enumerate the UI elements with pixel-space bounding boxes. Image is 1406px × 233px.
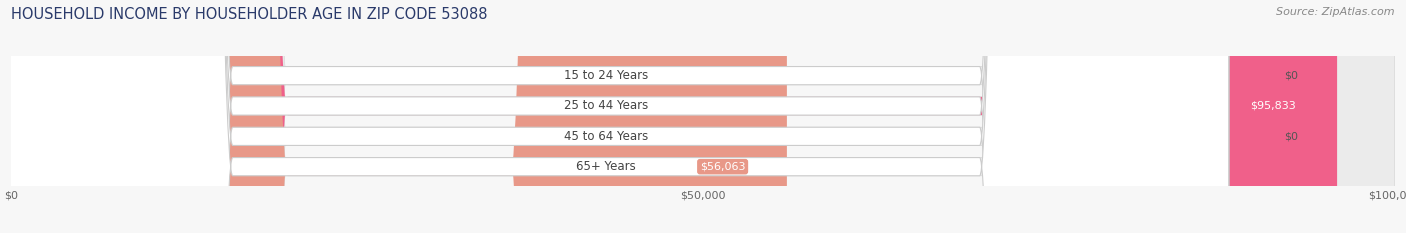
Text: 65+ Years: 65+ Years (576, 160, 636, 173)
Text: $56,063: $56,063 (700, 162, 745, 172)
FancyBboxPatch shape (11, 0, 1395, 233)
Text: 25 to 44 Years: 25 to 44 Years (564, 99, 648, 113)
FancyBboxPatch shape (11, 0, 1395, 233)
FancyBboxPatch shape (0, 0, 1229, 233)
Text: Source: ZipAtlas.com: Source: ZipAtlas.com (1277, 7, 1395, 17)
FancyBboxPatch shape (0, 0, 1229, 233)
FancyBboxPatch shape (0, 0, 1229, 233)
Text: $0: $0 (1284, 71, 1298, 81)
FancyBboxPatch shape (11, 0, 1395, 233)
Text: $0: $0 (1284, 131, 1298, 141)
Text: $95,833: $95,833 (1250, 101, 1295, 111)
FancyBboxPatch shape (11, 0, 1337, 233)
Text: HOUSEHOLD INCOME BY HOUSEHOLDER AGE IN ZIP CODE 53088: HOUSEHOLD INCOME BY HOUSEHOLDER AGE IN Z… (11, 7, 488, 22)
FancyBboxPatch shape (11, 0, 1395, 233)
FancyBboxPatch shape (11, 0, 787, 233)
FancyBboxPatch shape (0, 0, 1229, 233)
Text: 45 to 64 Years: 45 to 64 Years (564, 130, 648, 143)
Text: 15 to 24 Years: 15 to 24 Years (564, 69, 648, 82)
